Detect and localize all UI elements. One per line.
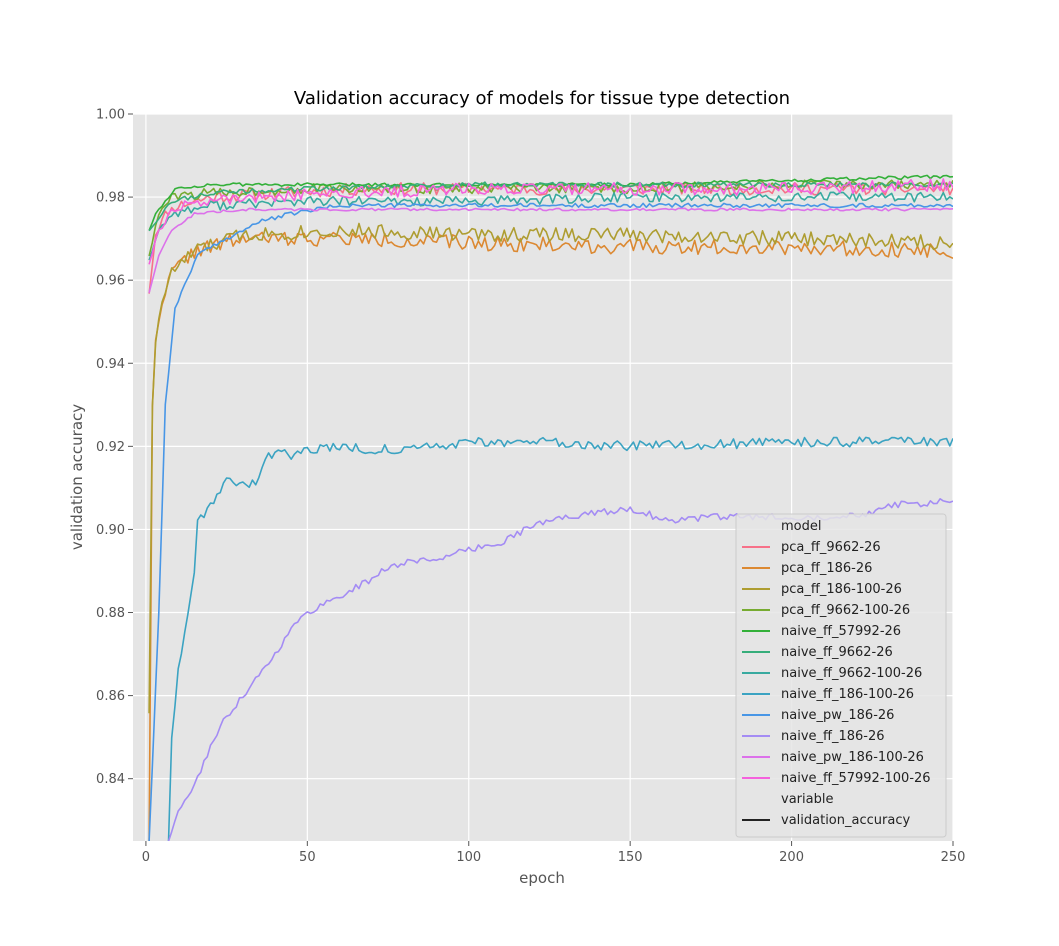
legend-hue-title: model xyxy=(781,519,821,534)
legend-entry: naive_ff_186-100-26 xyxy=(781,687,914,702)
x-axis-label: epoch xyxy=(519,869,565,887)
x-tick-label: 150 xyxy=(618,850,643,865)
series-line xyxy=(148,207,953,294)
y-tick-label: 0.92 xyxy=(96,440,125,455)
series-line xyxy=(148,178,953,265)
y-tick-label: 0.84 xyxy=(96,772,125,787)
legend-entry: naive_ff_57992-26 xyxy=(781,624,901,639)
series-line xyxy=(148,191,953,261)
series-line xyxy=(148,231,953,841)
x-tick-label: 250 xyxy=(941,850,966,865)
series-line xyxy=(148,181,953,232)
legend-style-title: variable xyxy=(781,792,833,807)
x-tick-label: 100 xyxy=(456,850,481,865)
y-tick-label: 0.86 xyxy=(96,689,125,704)
legend-entry: naive_ff_186-26 xyxy=(781,729,885,744)
y-axis-ticks: 0.84 0.86 0.88 0.90 0.92 0.94 0.96 0.98 1.00 xyxy=(96,108,133,787)
x-tick-label: 200 xyxy=(779,850,804,865)
legend-style-entry: validation_accuracy xyxy=(781,813,910,828)
legend-entry: naive_ff_9662-100-26 xyxy=(781,666,922,681)
legend-box xyxy=(735,513,947,838)
legend-entry: naive_pw_186-26 xyxy=(781,708,894,723)
y-tick-label: 0.96 xyxy=(96,274,125,289)
series-line xyxy=(167,436,953,841)
x-tick-label: 50 xyxy=(299,850,316,865)
y-tick-label: 0.98 xyxy=(96,191,125,206)
series-line xyxy=(148,202,953,841)
legend-entry: pca_ff_186-26 xyxy=(781,561,872,576)
legend-entry: pca_ff_186-100-26 xyxy=(781,582,902,597)
series-line xyxy=(148,222,953,714)
y-axis-label: validation accuracy xyxy=(68,404,86,550)
y-tick-label: 0.90 xyxy=(96,523,125,538)
y-tick-label: 0.94 xyxy=(96,357,125,372)
chart-title: Validation accuracy of models for tissue… xyxy=(294,88,790,109)
y-tick-label: 0.88 xyxy=(96,606,125,621)
series-line xyxy=(148,174,953,231)
legend: model pca_ff_9662-26 pca_ff_186-26 pca_ff_1… xyxy=(735,513,947,838)
series-layer xyxy=(148,174,953,841)
legend-entry: pca_ff_9662-26 xyxy=(781,540,881,555)
legend-entry: naive_ff_57992-100-26 xyxy=(781,771,931,786)
legend-entry: naive_ff_9662-26 xyxy=(781,645,893,660)
legend-entry: pca_ff_9662-100-26 xyxy=(781,603,910,618)
x-tick-label: 0 xyxy=(142,850,150,865)
y-tick-label: 1.00 xyxy=(96,108,125,123)
x-axis-ticks: 0 50 100 150 200 250 xyxy=(142,841,966,865)
legend-entry: naive_pw_186-100-26 xyxy=(781,750,924,765)
